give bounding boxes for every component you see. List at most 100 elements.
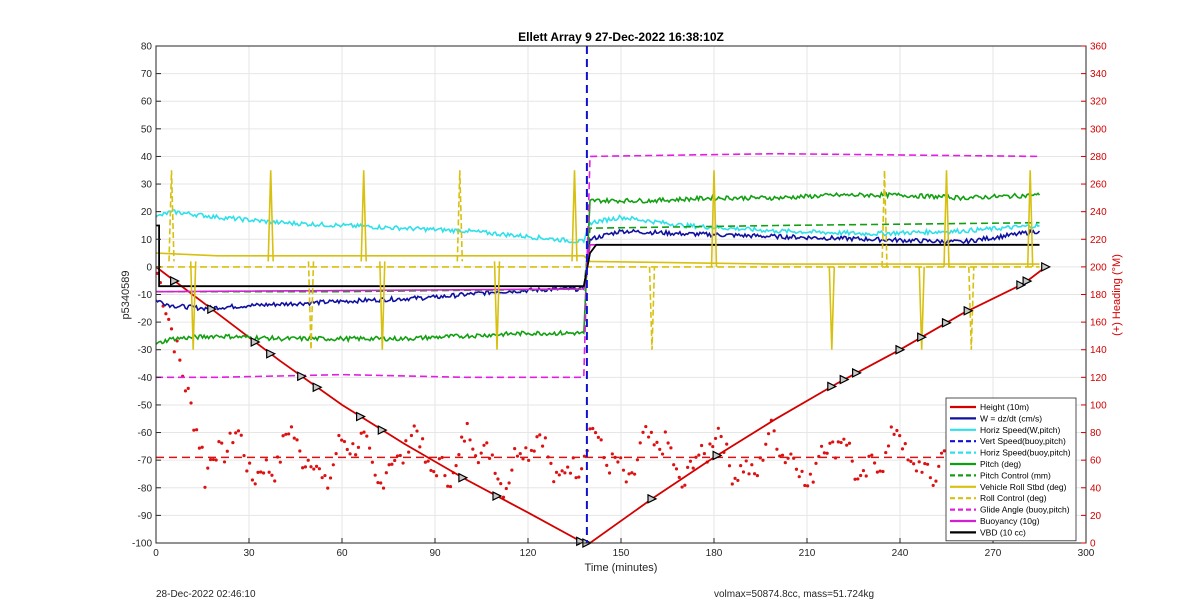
heading-point xyxy=(432,469,436,474)
heading-point xyxy=(658,447,662,451)
heading-point xyxy=(713,436,718,441)
heading-point xyxy=(580,467,584,471)
heading-point xyxy=(616,460,620,464)
heading-point xyxy=(381,486,386,490)
heading-point xyxy=(733,476,737,480)
x-tick-label: 0 xyxy=(153,548,159,559)
heading-point xyxy=(939,451,944,455)
heading-point xyxy=(261,471,266,475)
heading-point xyxy=(490,453,494,457)
heading-point xyxy=(672,463,676,467)
heading-point xyxy=(540,444,545,448)
heading-point xyxy=(192,428,196,432)
heading-point xyxy=(619,456,623,460)
height-marker xyxy=(647,493,658,504)
heading-point xyxy=(878,469,882,473)
heading-point xyxy=(719,434,723,439)
heading-point xyxy=(884,450,888,455)
height-marker xyxy=(492,491,503,502)
heading-point xyxy=(384,471,388,475)
heading-point xyxy=(356,445,361,450)
heading-point xyxy=(362,430,366,434)
heading-point xyxy=(225,449,229,453)
heading-point xyxy=(610,452,614,456)
heading-point xyxy=(412,424,416,428)
roll-spike xyxy=(360,170,367,262)
y2-tick-label: 300 xyxy=(1090,124,1107,135)
heading-point xyxy=(593,431,598,435)
series-line-7 xyxy=(155,252,1040,265)
heading-point xyxy=(828,441,832,445)
y2-tick-label: 240 xyxy=(1090,207,1107,218)
heading-point xyxy=(797,475,801,479)
y2-tick-label: 200 xyxy=(1090,262,1107,273)
heading-point xyxy=(591,426,595,431)
heading-point xyxy=(588,427,592,431)
heading-point xyxy=(314,464,319,468)
heading-point xyxy=(214,458,218,462)
heading-point xyxy=(409,433,414,438)
heading-point xyxy=(515,454,520,458)
heading-point xyxy=(312,467,316,471)
heading-point xyxy=(183,389,188,393)
heading-point xyxy=(931,483,935,488)
heading-point xyxy=(231,441,235,445)
roll-spike xyxy=(710,170,718,267)
heading-point xyxy=(256,470,260,474)
roll-spike xyxy=(1026,170,1034,267)
heading-point xyxy=(415,429,419,433)
heading-point xyxy=(663,430,667,434)
heading-point xyxy=(900,447,905,451)
heading-point xyxy=(686,465,690,470)
heading-point xyxy=(239,433,243,437)
heading-point xyxy=(811,480,815,484)
y-tick-label: -80 xyxy=(138,483,153,494)
heading-point xyxy=(203,485,207,489)
heading-point xyxy=(334,452,338,456)
legend-label: Pitch Control (mm) xyxy=(980,470,1051,480)
heading-point xyxy=(716,426,720,430)
heading-point xyxy=(633,472,637,476)
heading-point xyxy=(783,461,787,465)
heading-point xyxy=(493,471,497,475)
heading-point xyxy=(806,484,810,488)
heading-point xyxy=(437,457,441,461)
footer-volmax-mass: volmax=50874.8cc, mass=51.724kg xyxy=(714,589,875,600)
x-tick-label: 210 xyxy=(799,548,816,559)
y-tick-label: -10 xyxy=(138,290,153,301)
height-marker xyxy=(170,276,180,286)
series-line-9 xyxy=(156,152,1040,379)
heading-point xyxy=(700,443,704,448)
heading-point xyxy=(621,468,626,472)
heading-point xyxy=(167,317,171,321)
heading-point xyxy=(178,358,182,362)
heading-point xyxy=(808,472,813,476)
legend-label: Horiz Speed(W,pitch) xyxy=(980,425,1060,435)
heading-point xyxy=(554,470,559,474)
heading-point xyxy=(351,442,355,446)
heading-point xyxy=(320,476,324,480)
heading-point xyxy=(401,461,405,465)
roll-spike xyxy=(881,170,888,267)
y-tick-label: 20 xyxy=(141,207,153,218)
y-tick-label: 10 xyxy=(141,235,153,246)
heading-point xyxy=(535,435,539,439)
heading-point xyxy=(404,439,408,443)
heading-point xyxy=(479,451,483,455)
heading-point xyxy=(169,327,174,331)
y-axis-label: p5340589 xyxy=(120,271,132,320)
y2-axis-label: (+) Heading (°M) xyxy=(1111,254,1123,336)
height-marker xyxy=(827,381,838,392)
roll-spike xyxy=(968,266,975,350)
heading-point xyxy=(501,495,506,499)
heading-point xyxy=(496,477,500,481)
heading-point xyxy=(644,424,648,429)
heading-point xyxy=(674,467,679,471)
heading-point xyxy=(842,437,846,441)
heading-point xyxy=(303,465,308,469)
heading-point xyxy=(867,454,871,458)
heading-point xyxy=(898,434,902,438)
height-marker xyxy=(297,371,308,382)
heading-point xyxy=(398,453,402,458)
